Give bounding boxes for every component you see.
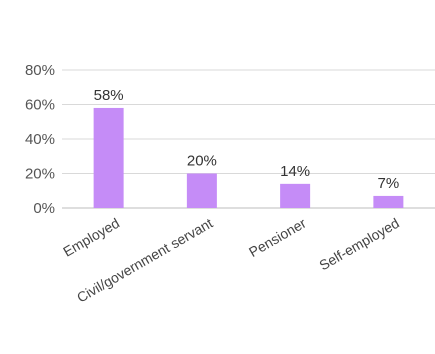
data-label: 20% xyxy=(187,153,217,170)
category-label: Self-employed xyxy=(316,215,402,274)
bar xyxy=(186,173,217,208)
y-tick-label: 40% xyxy=(25,131,55,148)
y-axis-tick-labels: 0% 20% 40% 60% 80% xyxy=(25,62,55,217)
bar xyxy=(373,195,404,208)
y-tick-label: 60% xyxy=(25,97,55,114)
bar xyxy=(280,183,311,208)
data-labels: 58% 20% 14% 7% xyxy=(94,87,400,192)
category-label: Pensioner xyxy=(246,215,309,261)
y-tick-label: 0% xyxy=(33,200,55,217)
bars xyxy=(93,107,404,208)
data-label: 14% xyxy=(280,163,310,180)
data-label: 58% xyxy=(94,87,124,104)
bar xyxy=(93,107,124,208)
y-tick-label: 20% xyxy=(25,166,55,183)
data-label: 7% xyxy=(378,175,400,192)
gridlines xyxy=(62,69,435,209)
y-tick-label: 80% xyxy=(25,62,55,79)
category-label: Employed xyxy=(60,215,122,260)
